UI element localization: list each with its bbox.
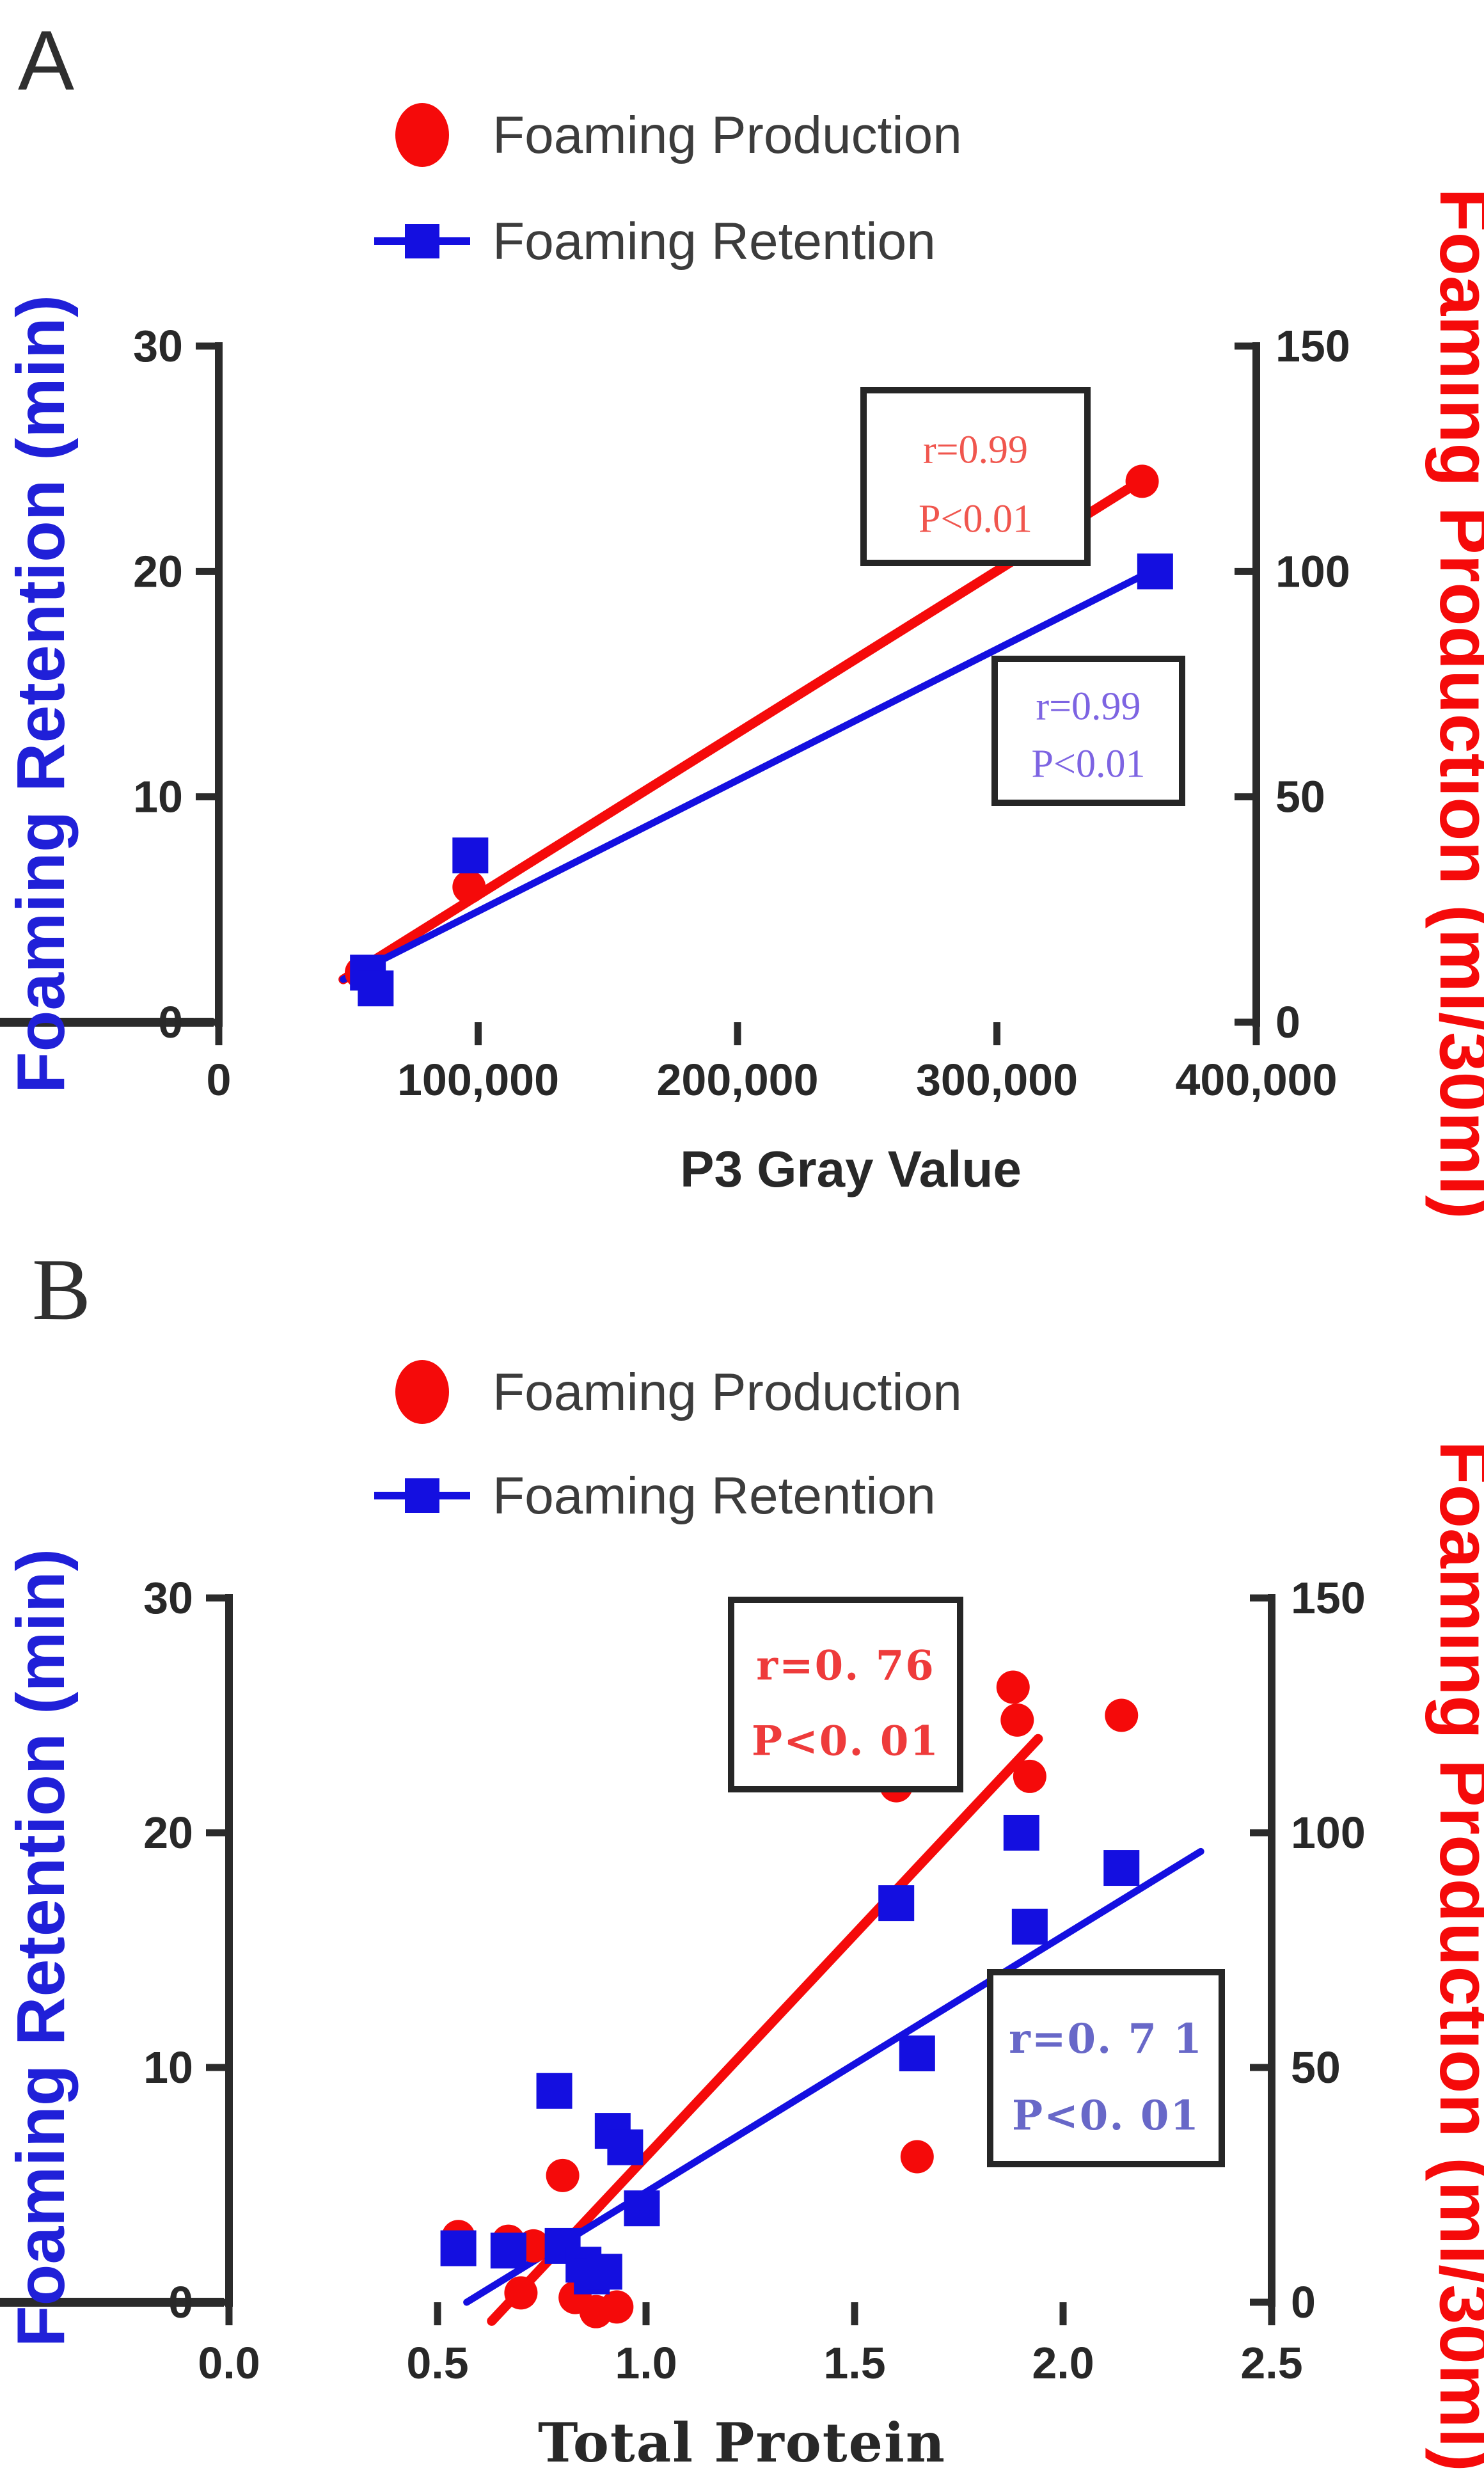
trend-line-production xyxy=(487,1734,1043,2326)
legend-retention-marker-square-icon xyxy=(405,224,439,258)
data-point-retention xyxy=(607,2129,643,2165)
annotation-text-line: P<0. 01 xyxy=(752,1718,940,1766)
x-axis-tick-label: 300,000 xyxy=(916,1055,1078,1105)
legend-production-marker-circle-icon xyxy=(395,103,449,167)
trend-line-retention xyxy=(463,1847,1204,2306)
left-axis-tick-label: 30 xyxy=(143,1573,193,1623)
data-point-retention xyxy=(586,2254,622,2290)
annotation-box xyxy=(860,387,1091,566)
right-axis-tick-label: 50 xyxy=(1275,772,1325,822)
x-axis-tick-label: 1.0 xyxy=(615,2338,677,2388)
x-axis-tick-label: 400,000 xyxy=(1175,1055,1337,1105)
annotation-text-line: r=0.99 xyxy=(923,428,1028,471)
data-point-retention xyxy=(1137,553,1173,590)
panel-a-right-axis-title: Foaming Production (ml/30ml) xyxy=(1425,188,1484,1219)
left-axis-tick-label: 20 xyxy=(133,546,183,596)
right-axis-tick-label: 0 xyxy=(1275,997,1300,1047)
right-axis-tick-label: 150 xyxy=(1275,321,1350,371)
left-axis-tick-label: 10 xyxy=(133,772,183,822)
legend-label-production: Foaming Production xyxy=(493,106,962,164)
left-axis-tick-label: 10 xyxy=(143,2043,193,2092)
x-axis-tick-label: 2.0 xyxy=(1032,2338,1094,2388)
data-point-production xyxy=(600,2290,634,2324)
panel-a-left-axis-title: Foaming Retention (min) xyxy=(3,295,79,1093)
data-point-retention xyxy=(490,2233,526,2269)
panel-b-label: B xyxy=(32,1240,91,1338)
data-point-production xyxy=(900,2140,934,2174)
left-axis-tick-label: 20 xyxy=(143,1808,193,1858)
data-point-production xyxy=(1000,1703,1034,1737)
left-axis-tick-label: 0 xyxy=(158,997,183,1047)
legend-retention-marker-square-icon xyxy=(405,1478,439,1513)
x-axis-tick-label: 0 xyxy=(207,1055,232,1105)
data-point-production xyxy=(1125,464,1159,498)
data-point-production xyxy=(1105,1698,1139,1732)
data-point-production xyxy=(546,2158,580,2192)
panel-a-x-axis-title: P3 Gray Value xyxy=(680,1141,1022,1198)
data-point-retention xyxy=(452,837,489,874)
data-point-retention xyxy=(878,1885,915,1922)
data-point-retention xyxy=(1103,1850,1140,1886)
panel-a-label: A xyxy=(18,13,74,107)
right-axis-tick-label: 150 xyxy=(1291,1573,1366,1623)
x-axis-tick-label: 2.5 xyxy=(1240,2338,1302,2388)
annotation-text-line: P<0. 01 xyxy=(1012,2092,1200,2140)
annotation-text-line: r=0.99 xyxy=(1036,685,1141,729)
data-point-production xyxy=(1013,1759,1046,1793)
data-point-retention xyxy=(358,970,394,1007)
right-axis-tick-label: 100 xyxy=(1291,1808,1366,1858)
legend-production-marker-circle-icon xyxy=(395,1360,449,1424)
x-axis-tick-label: 0.5 xyxy=(406,2338,468,2388)
panel-b-right-axis-title: Foaming Production (ml/30ml) xyxy=(1425,1441,1484,2472)
data-point-retention xyxy=(899,2035,935,2071)
data-point-retention xyxy=(536,2073,572,2109)
annotation-box xyxy=(987,1969,1225,2167)
left-axis-tick-label: 0 xyxy=(168,2277,193,2327)
annotation-text-line: P<0.01 xyxy=(919,497,1032,541)
annotation-box xyxy=(991,656,1185,806)
right-axis-tick-label: 50 xyxy=(1291,2043,1341,2092)
data-point-production xyxy=(452,870,486,904)
data-point-retention xyxy=(1011,1908,1048,1945)
x-axis-tick-label: 200,000 xyxy=(656,1055,818,1105)
trend-line-retention xyxy=(340,565,1159,983)
x-axis-tick-label: 0.0 xyxy=(198,2338,260,2388)
annotation-text-line: P<0.01 xyxy=(1032,743,1146,786)
annotation-text-line: r=0. 76 xyxy=(756,1641,935,1689)
data-point-retention xyxy=(440,2230,477,2266)
legend-label-retention: Foaming Retention xyxy=(493,212,936,271)
x-axis-tick-label: 1.5 xyxy=(823,2338,885,2388)
data-point-retention xyxy=(624,2190,660,2227)
right-axis-tick-label: 0 xyxy=(1291,2277,1316,2327)
annotation-text-line: r=0. 7 1 xyxy=(1009,2015,1203,2063)
data-point-retention xyxy=(1003,1815,1039,1851)
left-axis-tick-label: 30 xyxy=(133,321,183,371)
data-point-production xyxy=(996,1670,1030,1704)
panel-b-x-axis-title: Total Protein xyxy=(538,2411,946,2474)
x-axis-tick-label: 100,000 xyxy=(397,1055,559,1105)
legend-label-retention: Foaming Retention xyxy=(493,1467,936,1525)
right-axis-tick-label: 100 xyxy=(1275,546,1350,596)
panel-b-left-axis-title: Foaming Retention (min) xyxy=(3,1549,79,2347)
data-point-production xyxy=(504,2276,538,2310)
legend-label-production: Foaming Production xyxy=(493,1363,962,1421)
annotation-box xyxy=(728,1597,963,1792)
